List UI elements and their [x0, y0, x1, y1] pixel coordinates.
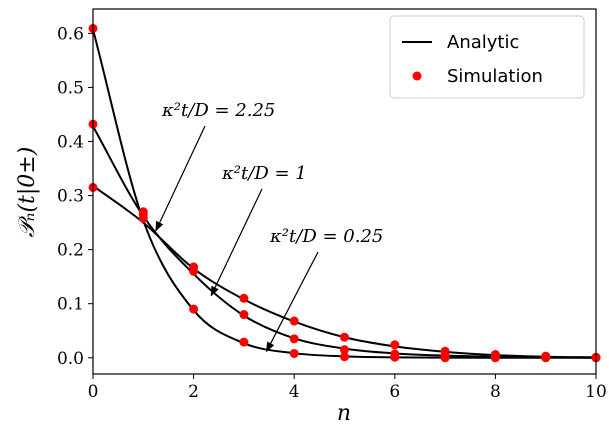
- y-tick-label: 0.5: [57, 78, 84, 98]
- simulation-point: [390, 349, 400, 359]
- simulation-point: [189, 262, 199, 272]
- annotation-arrow: [155, 125, 206, 232]
- y-ticks: 0.0 0.1 0.2 0.3 0.4 0.5 0.6: [57, 24, 93, 369]
- simulation-point: [138, 207, 148, 217]
- legend-label-analytic: Analytic: [447, 32, 519, 53]
- x-tick-label: 4: [289, 382, 300, 402]
- simulation-points: [88, 23, 601, 363]
- simulation-point: [289, 316, 299, 326]
- simulation-point: [340, 332, 349, 342]
- simulation-point: [390, 340, 400, 350]
- simulation-point: [289, 334, 299, 344]
- simulation-point: [490, 350, 500, 360]
- y-tick-label: 0.2: [57, 241, 84, 261]
- x-axis-label: n: [337, 401, 351, 426]
- annotation-label: κ²t/D = 2.25: [161, 100, 275, 121]
- legend-label-simulation: Simulation: [447, 66, 543, 87]
- annotation-label: κ²t/D = 0.25: [269, 226, 383, 247]
- annotation-arrow: [266, 251, 319, 353]
- y-tick-label: 0.3: [57, 187, 84, 207]
- simulation-point: [440, 346, 450, 356]
- x-tick-label: 2: [188, 382, 199, 402]
- y-tick-label: 0.0: [57, 349, 84, 369]
- simulation-point: [189, 304, 199, 314]
- y-tick-label: 0.6: [57, 24, 84, 44]
- simulation-point: [239, 293, 249, 303]
- y-tick-label: 0.4: [57, 132, 84, 152]
- y-tick-label: 0.1: [57, 295, 84, 315]
- simulation-point: [239, 310, 249, 320]
- annotation-label: κ²t/D = 1: [221, 163, 307, 184]
- simulation-point: [340, 352, 349, 362]
- annotations: κ²t/D = 2.25 κ²t/D = 1 κ²t/D = 0.25: [155, 100, 383, 353]
- simulation-point: [541, 351, 551, 361]
- x-ticks: 0 2 4 6 8 10: [88, 374, 607, 402]
- analytic-curve-2: [92, 185, 597, 359]
- legend-dot-swatch: [412, 71, 422, 81]
- simulation-point: [239, 337, 249, 347]
- legend: Analytic Simulation: [389, 15, 585, 99]
- x-tick-label: 6: [389, 382, 400, 402]
- y-axis-label: 𝒫ₙ(t|0±): [15, 147, 40, 238]
- x-tick-label: 0: [88, 382, 99, 402]
- x-tick-label: 8: [490, 382, 501, 402]
- simulation-point: [289, 348, 299, 358]
- legend-box: [389, 15, 585, 99]
- simulation-point: [340, 345, 349, 355]
- annotation-arrow: [210, 188, 263, 297]
- plot-frame: [92, 8, 597, 375]
- x-tick-label: 10: [585, 382, 607, 402]
